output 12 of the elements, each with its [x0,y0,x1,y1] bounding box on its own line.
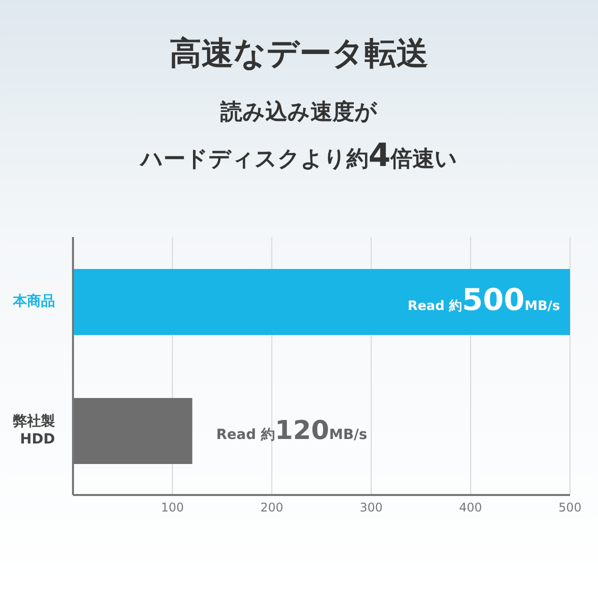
chart-title: 高速なデータ転送 [168,33,430,74]
y-tick-label: 本商品 [12,292,55,310]
text: ハードディスクより約4倍速い [140,136,458,174]
data-label: Read 約500MB/s [408,283,560,318]
x-tick-label: 200 [260,500,284,515]
y-tick-label: 弊社製 HDD [13,413,55,448]
x-tick-label: 500 [558,500,582,515]
chart-subtitle: 読み込み速度が [220,100,378,125]
x-tick-label: 100 [160,500,184,515]
x-tick-label: 300 [360,500,383,515]
data-label: Read 約120MB/s [216,416,368,446]
x-tick-label: 400 [459,500,482,515]
